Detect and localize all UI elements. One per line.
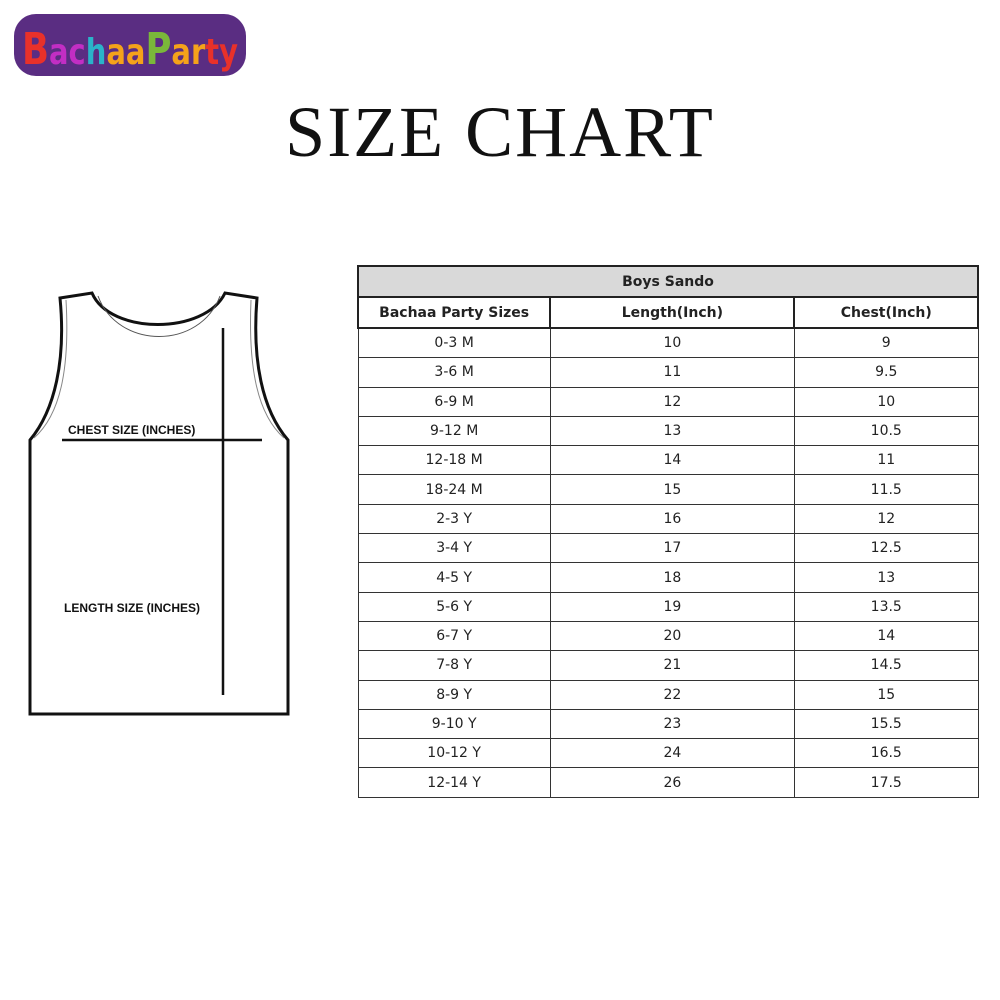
table-row: 8-9 Y 22 15: [357, 679, 979, 710]
cell-chest: 15.5: [793, 708, 979, 740]
table-row: 12-14 Y 26 17.5: [357, 767, 979, 798]
header-length: Length(Inch): [549, 296, 796, 329]
cell-size: 10-12 Y: [357, 738, 551, 769]
cell-chest: 11: [793, 445, 979, 476]
table-row: 0-3 M 10 9: [357, 327, 979, 359]
cell-length: 22: [549, 679, 795, 710]
cell-size: 0-3 M: [357, 327, 551, 359]
cell-length: 26: [549, 767, 795, 798]
table-row: 18-24 M 15 11.5: [357, 474, 979, 505]
cell-chest: 12: [793, 503, 979, 535]
table-row: 4-5 Y 18 13: [357, 562, 979, 593]
table-row: 7-8 Y 21 14.5: [357, 650, 979, 681]
header-chest: Chest(Inch): [793, 296, 979, 329]
cell-length: 10: [549, 327, 795, 359]
cell-chest: 12.5: [793, 533, 979, 564]
cell-size: 3-4 Y: [357, 533, 551, 564]
tank-top-outline: [28, 291, 290, 716]
cell-length: 12: [549, 386, 795, 417]
cell-length: 17: [549, 533, 795, 564]
table-row: 6-9 M 12 10: [357, 386, 979, 417]
cell-length: 15: [549, 474, 795, 505]
cell-chest: 15: [793, 679, 979, 710]
cell-size: 6-9 M: [357, 386, 551, 417]
cell-chest: 10: [793, 386, 979, 417]
cell-length: 16: [549, 503, 795, 535]
neckline-inner: [97, 295, 221, 337]
cell-chest: 13.5: [793, 591, 979, 622]
cell-length: 21: [549, 650, 795, 681]
cell-chest: 11.5: [793, 474, 979, 505]
cell-length: 23: [549, 708, 795, 740]
cell-size: 9-12 M: [357, 415, 551, 447]
table-row: 5-6 Y 19 13.5: [357, 591, 979, 622]
cell-size: 7-8 Y: [357, 650, 551, 681]
cell-length: 24: [549, 738, 795, 769]
table-row: 3-4 Y 17 12.5: [357, 533, 979, 564]
cell-chest: 16.5: [793, 738, 979, 769]
length-size-label: LENGTH SIZE (INCHES): [64, 601, 201, 615]
cell-size: 5-6 Y: [357, 591, 551, 622]
chest-size-label: CHEST SIZE (INCHES): [68, 423, 196, 437]
cell-length: 14: [549, 445, 795, 476]
cell-chest: 9.5: [793, 357, 979, 388]
table-row: 12-18 M 14 11: [357, 445, 979, 476]
cell-size: 12-18 M: [357, 445, 551, 476]
cell-chest: 10.5: [793, 415, 979, 447]
cell-size: 3-6 M: [357, 357, 551, 388]
cell-size: 4-5 Y: [357, 562, 551, 593]
table-row: 10-12 Y 24 16.5: [357, 738, 979, 769]
cell-size: 9-10 Y: [357, 708, 551, 740]
table-row: 6-7 Y 20 14: [357, 620, 979, 652]
table-row: 9-10 Y 23 15.5: [357, 708, 979, 740]
cell-size: 18-24 M: [357, 474, 551, 505]
cell-size: 12-14 Y: [357, 767, 551, 798]
cell-chest: 14.5: [793, 650, 979, 681]
cell-length: 13: [549, 415, 795, 447]
cell-chest: 13: [793, 562, 979, 593]
svg-text:BachaaParty: BachaaParty: [22, 24, 238, 75]
bachaa-party-logo: BachaaParty: [14, 14, 246, 76]
cell-chest: 17.5: [793, 767, 979, 798]
cell-size: 2-3 Y: [357, 503, 551, 535]
cell-chest: 14: [793, 620, 979, 652]
table-row: 9-12 M 13 10.5: [357, 415, 979, 447]
header-sizes: Bachaa Party Sizes: [356, 296, 552, 329]
cell-length: 11: [549, 357, 795, 388]
size-chart-table: Boys Sando Bachaa Party Sizes Length(Inc…: [356, 265, 979, 798]
table-row: 3-6 M 11 9.5: [357, 357, 979, 388]
cell-length: 20: [549, 620, 795, 652]
tank-top-diagram: [28, 291, 290, 716]
table-caption: Boys Sando: [357, 265, 979, 298]
table-row: 2-3 Y 16 12: [357, 503, 979, 535]
cell-size: 8-9 Y: [357, 679, 551, 710]
cell-chest: 9: [793, 327, 979, 359]
cell-length: 18: [549, 562, 795, 593]
page-title: SIZE CHART: [285, 92, 715, 172]
cell-length: 19: [549, 591, 795, 622]
cell-size: 6-7 Y: [357, 620, 551, 652]
